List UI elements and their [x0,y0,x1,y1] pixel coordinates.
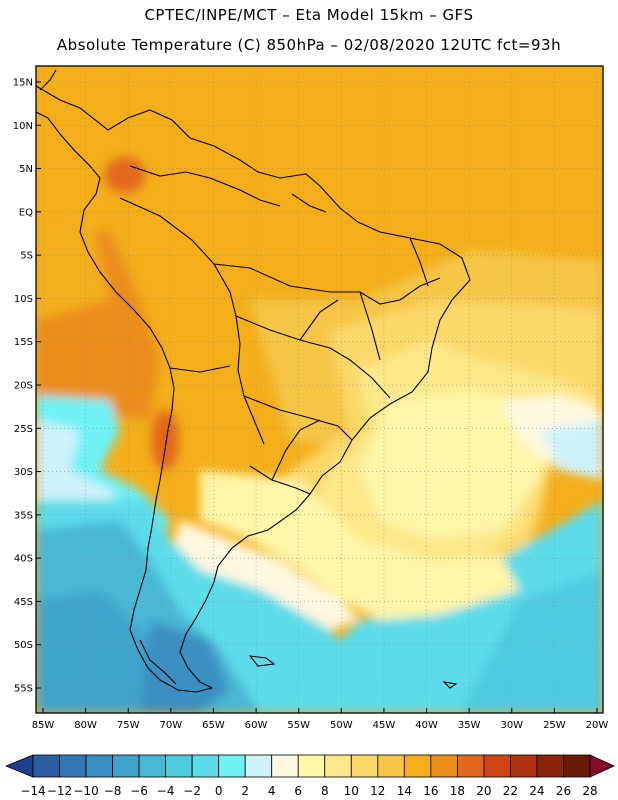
colorbar-label: −8 [104,784,122,798]
lon-label: 60W [245,720,268,731]
lon-label: 35W [458,720,481,731]
colorbar-swatch [112,754,140,778]
colorbar-swatch [297,754,326,778]
latitude-labels: 15N 10N 5N EQ 5S 10S 15S 20S 25S 30S 35S 40S 45S 50S 5… [13,78,41,695]
colorbar-label: 6 [294,784,302,798]
lat-label: 35S [14,510,33,521]
lon-label: 50W [330,720,353,731]
lon-label: 65W [202,720,225,731]
colorbar-label: −2 [183,784,201,798]
colorbar-swatch [510,754,538,778]
graticule [36,66,603,713]
lat-label: 15S [14,337,33,348]
colorbar-swatch [138,754,167,778]
colorbar-label: −6 [130,784,148,798]
colorbar-swatch [59,754,87,778]
colorbar-swatch [191,754,220,778]
colorbar-swatch [350,754,379,778]
coastline-outline [36,69,471,693]
lon-label: 80W [74,720,97,731]
colorbar-label: 14 [397,784,412,798]
colorbar-label: 8 [321,784,329,798]
colorbar-swatch [536,754,564,778]
colorbar [4,754,615,778]
lat-label: 5N [19,164,33,175]
colorbar-label: −14 [20,784,45,798]
colorbar-max-arrow [589,754,615,778]
colorbar-label: 26 [556,784,571,798]
colorbar-min-arrow [4,754,34,778]
colorbar-label: 24 [529,784,544,798]
colorbar-swatch [218,754,246,778]
colorbar-swatch [165,754,193,778]
lon-label: 40W [415,720,438,731]
colorbar-label: 2 [241,784,249,798]
colorbar-swatch [403,754,432,778]
colorbar-label: 28 [582,784,597,798]
longitude-labels: 85W 80W 75W 70W 65W 60W 55W 50W 45W 40W 35W 30W 25W 2… [32,708,609,731]
map-title: CPTEC/INPE/MCT – Eta Model 15km – GFS [144,6,474,24]
colorbar-swatch [32,754,60,778]
lon-label: 25W [543,720,566,731]
lat-label: EQ [19,207,33,218]
lat-label: 50S [14,640,33,651]
colorbar-label: 18 [450,784,465,798]
colorbar-swatch [430,754,458,778]
colorbar-label: −10 [73,784,98,798]
colorbar-swatch [324,754,352,778]
colorbar-label: 22 [503,784,518,798]
lat-label: 10N [13,121,33,132]
colorbar-label: 0 [215,784,223,798]
lat-label: 55S [14,684,33,695]
lon-label: 30W [500,720,523,731]
temperature-field [36,66,603,713]
lon-label: 75W [117,720,140,731]
lat-label: 15N [13,78,33,89]
lon-label: 70W [160,720,183,731]
map-subtitle: Absolute Temperature (C) 850hPa – 02/08/… [56,36,562,54]
colorbar-label: 12 [370,784,385,798]
lon-label: 20W [586,720,609,731]
colorbar-label: −12 [47,784,72,798]
lon-label: 45W [373,720,396,731]
colorbar-swatch [483,754,511,778]
lat-label: 45S [14,597,33,608]
colorbar-labels: −14 −12 −10 −8 −6 −4 −2 0 2 4 6 8 10 12 14 16 18 20 22 24 26… [20,784,597,798]
lon-label: 85W [32,720,55,731]
lat-label: 5S [20,251,33,262]
map-frame [35,65,604,714]
colorbar-swatch [377,754,405,778]
lat-label: 20S [14,381,33,392]
lat-label: 30S [14,467,33,478]
lat-label: 25S [14,424,33,435]
colorbar-swatch [456,754,485,778]
colorbar-swatch [271,754,299,778]
colorbar-swatch [85,754,113,778]
lat-label: 40S [14,554,33,565]
colorbar-label: 10 [344,784,359,798]
colorbar-label: −4 [157,784,175,798]
colorbar-swatch [563,754,591,778]
lat-label: 10S [14,294,33,305]
colorbar-label: 16 [423,784,438,798]
colorbar-label: 20 [476,784,491,798]
colorbar-label: 4 [268,784,276,798]
lon-label: 55W [287,720,310,731]
colorbar-swatch [244,754,273,778]
